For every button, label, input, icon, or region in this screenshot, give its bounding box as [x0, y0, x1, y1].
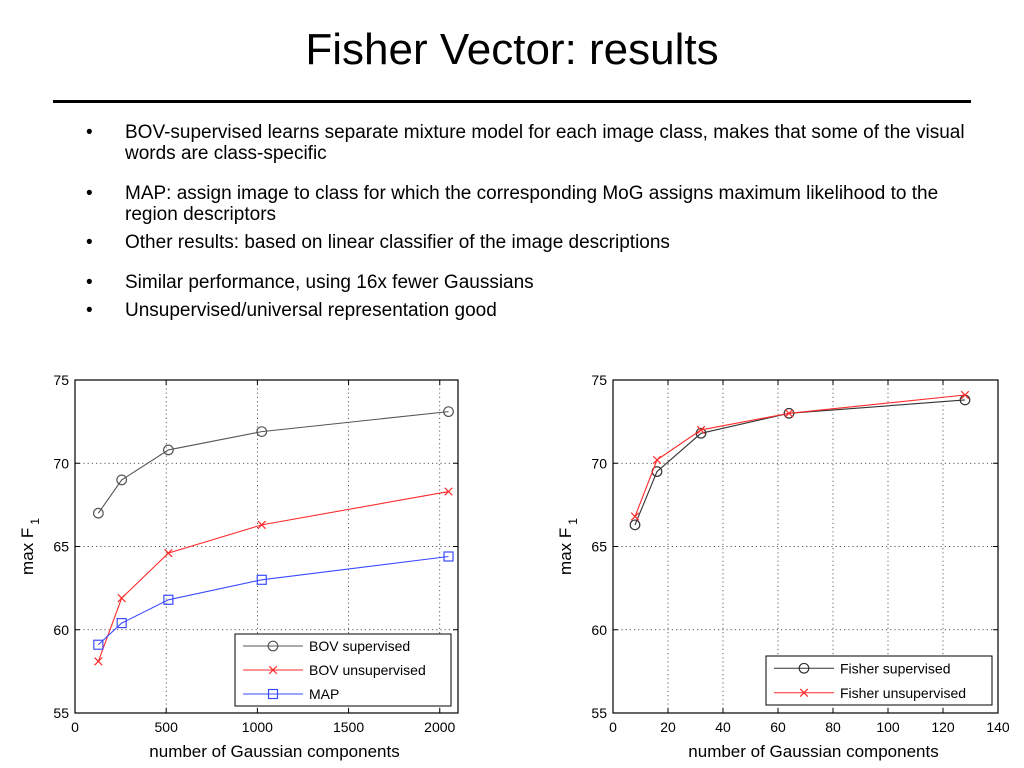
- data-point: [164, 548, 173, 558]
- legend-marker: [267, 640, 279, 652]
- data-point: [652, 455, 662, 465]
- legend-label: MAP: [309, 686, 339, 702]
- y-axis-label-subscript: 1: [566, 518, 580, 525]
- x-tick-label: 2000: [424, 719, 455, 735]
- slide-title: Fisher Vector: results: [305, 25, 719, 74]
- series-bov-unsupervised: [94, 487, 453, 666]
- data-point: [162, 444, 174, 456]
- data-point: [92, 507, 104, 519]
- series-line: [97, 555, 449, 646]
- bullet-glyph: •: [86, 272, 93, 293]
- y-axis-label-subscript: 1: [28, 518, 42, 525]
- bullet-text: MAP: assign image to class for which the…: [125, 183, 939, 225]
- y-tick-label: 55: [591, 705, 607, 721]
- x-tick-label: 100: [876, 719, 900, 735]
- data-point: [116, 617, 127, 629]
- x-tick-label: 500: [155, 719, 179, 735]
- data-point: [629, 519, 641, 531]
- data-point: [93, 639, 104, 650]
- series-map: [93, 551, 454, 650]
- legend-marker: [799, 688, 809, 697]
- x-tick-label: 1500: [333, 719, 364, 735]
- y-tick-label: 60: [591, 622, 607, 638]
- bullet-list: • BOV-supervised learns separate mixture …: [86, 122, 966, 321]
- series-line: [634, 399, 966, 526]
- series-bov-supervised: [92, 406, 454, 519]
- plot-frame: [612, 379, 999, 714]
- y-tick-label: 65: [591, 539, 607, 555]
- x-tick-label: 20: [660, 719, 676, 735]
- data-point: [630, 512, 640, 521]
- data-point: [163, 594, 174, 605]
- legend-box: [765, 655, 993, 706]
- bullet-glyph: •: [86, 183, 93, 204]
- data-point: [443, 551, 454, 562]
- legend-marker: [268, 665, 278, 675]
- bullet-item: • Unsupervised/universal representation g…: [86, 300, 966, 321]
- x-tick-label: 120: [931, 719, 955, 735]
- x-tick-label: 40: [715, 719, 731, 735]
- chart-right: 0 20 40 60 80 100 120 140 55 60 65 70 75 number of Ga…: [556, 372, 1010, 761]
- x-axis-label: number of Gaussian components: [688, 742, 938, 761]
- y-tick-label: 55: [53, 705, 69, 721]
- bullet-text: BOV-supervised learns separate mixture m…: [125, 122, 965, 164]
- data-point: [696, 425, 706, 435]
- bullet-glyph: •: [86, 232, 93, 253]
- bullet-item: • MAP: assign image to class for which th…: [86, 183, 966, 225]
- x-tick-label: 80: [825, 719, 841, 735]
- series-fisher-unsupervised: [630, 390, 970, 521]
- chart-left: 0 500 1000 1500 2000 55 60 65 70 75 number of Gaus…: [18, 372, 459, 761]
- legend-marker: [267, 688, 279, 700]
- legend-marker: [798, 662, 810, 674]
- legend-label: Fisher unsupervised: [840, 685, 966, 701]
- data-point: [117, 593, 126, 603]
- y-tick-label: 60: [53, 622, 69, 638]
- series-line: [97, 411, 449, 514]
- y-axis-label: max F1: [556, 518, 580, 575]
- bullet-item: • Other results: based on linear classifi…: [86, 232, 966, 253]
- legend-label: Fisher supervised: [840, 660, 951, 676]
- x-tick-label: 60: [770, 719, 786, 735]
- y-tick-label: 70: [591, 455, 607, 471]
- y-tick-label: 75: [53, 372, 69, 388]
- title-divider: [53, 100, 971, 103]
- data-point: [94, 657, 103, 666]
- y-axis-label: max F1: [18, 518, 42, 575]
- data-point: [256, 574, 267, 585]
- plot-frame: [74, 379, 459, 714]
- data-point: [257, 520, 266, 530]
- x-tick-label: 0: [71, 719, 79, 735]
- legend-label: BOV supervised: [309, 638, 410, 654]
- legend-label: BOV unsupervised: [309, 662, 426, 678]
- x-axis-label: number of Gaussian components: [149, 742, 399, 761]
- bullet-item: • Similar performance, using 16x fewer Ga…: [86, 272, 966, 293]
- data-point: [256, 426, 268, 438]
- y-tick-label: 75: [591, 372, 607, 388]
- bullet-item: • BOV-supervised learns separate mixture …: [86, 122, 966, 164]
- data-point: [443, 406, 454, 418]
- x-tick-label: 140: [986, 719, 1010, 735]
- y-tick-label: 70: [53, 455, 69, 471]
- data-point: [784, 409, 794, 418]
- y-tick-label: 65: [53, 539, 69, 555]
- legend: BOV supervised BOV unsupervised MAP: [234, 633, 452, 707]
- bullet-glyph: •: [86, 300, 93, 321]
- data-point: [116, 474, 128, 486]
- legend: Fisher supervised Fisher unsupervised: [765, 655, 993, 706]
- bullet-text: Other results: based on linear classifie…: [125, 232, 670, 253]
- data-point: [444, 487, 453, 496]
- x-tick-label: 0: [609, 719, 617, 735]
- data-point: [960, 390, 970, 400]
- bullet-text: Similar performance, using 16x fewer Gau…: [125, 272, 534, 293]
- x-tick-label: 1000: [242, 719, 273, 735]
- bullet-text: Unsupervised/universal representation go…: [125, 300, 497, 321]
- bullet-glyph: •: [86, 122, 93, 143]
